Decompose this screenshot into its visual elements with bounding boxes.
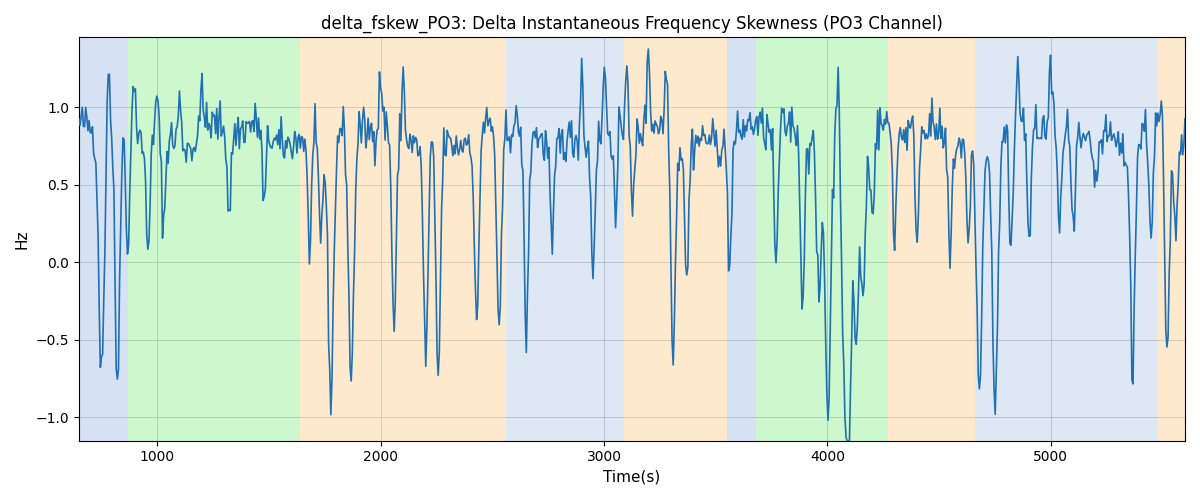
Bar xyxy=(1158,38,1184,440)
Bar xyxy=(888,38,974,440)
Bar xyxy=(624,38,727,440)
Bar xyxy=(505,38,624,440)
X-axis label: Time(s): Time(s) xyxy=(604,470,660,485)
Bar xyxy=(756,38,888,440)
Bar xyxy=(300,38,505,440)
Bar xyxy=(974,38,1158,440)
Bar xyxy=(79,38,128,440)
Title: delta_fskew_PO3: Delta Instantaneous Frequency Skewness (PO3 Channel): delta_fskew_PO3: Delta Instantaneous Fre… xyxy=(322,15,943,34)
Bar xyxy=(128,38,300,440)
Bar xyxy=(727,38,756,440)
Y-axis label: Hz: Hz xyxy=(14,230,30,249)
